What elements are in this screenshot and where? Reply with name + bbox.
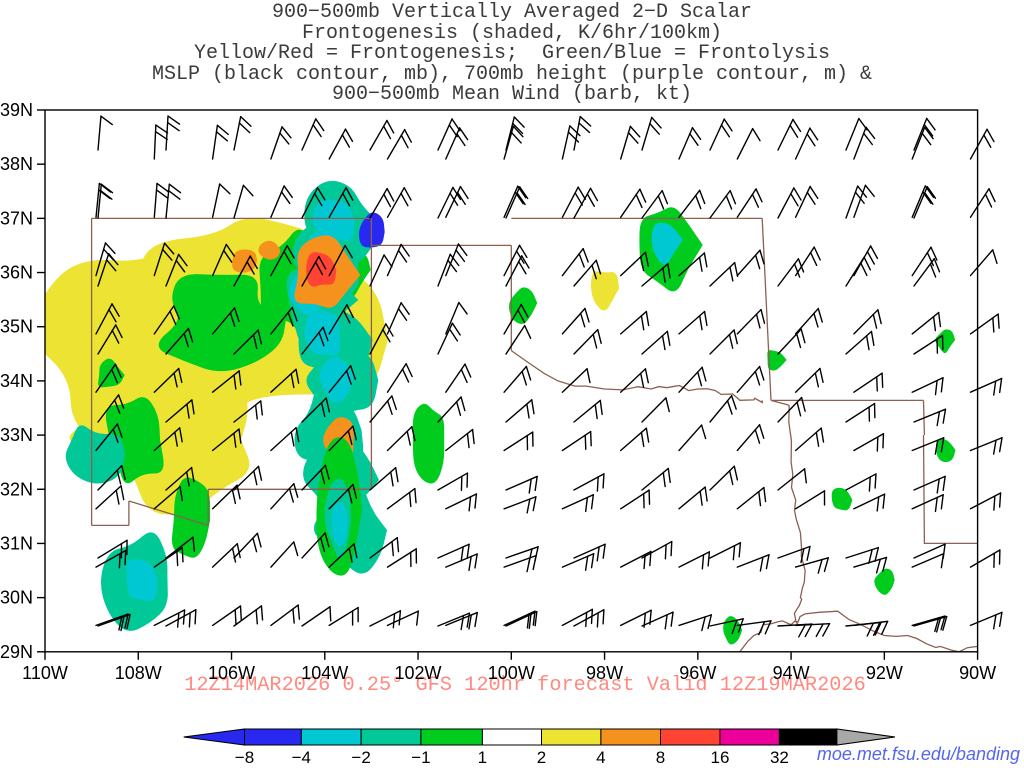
- svg-text:−4: −4: [292, 748, 311, 767]
- svg-text:36N: 36N: [0, 263, 33, 283]
- svg-text:37N: 37N: [0, 208, 33, 228]
- svg-text:32N: 32N: [0, 479, 33, 499]
- svg-text:90W: 90W: [959, 663, 996, 683]
- svg-text:8: 8: [656, 748, 665, 767]
- svg-text:106W: 106W: [208, 663, 255, 683]
- svg-text:98W: 98W: [586, 663, 623, 683]
- svg-text:−8: −8: [235, 748, 254, 767]
- svg-text:108W: 108W: [115, 663, 162, 683]
- svg-text:1: 1: [478, 748, 487, 767]
- svg-text:38N: 38N: [0, 154, 33, 174]
- svg-text:92W: 92W: [866, 663, 903, 683]
- svg-text:33N: 33N: [0, 425, 33, 445]
- svg-text:31N: 31N: [0, 533, 33, 553]
- svg-text:32: 32: [770, 748, 789, 767]
- svg-text:96W: 96W: [679, 663, 716, 683]
- svg-text:35N: 35N: [0, 317, 33, 337]
- svg-text:−1: −1: [411, 748, 430, 767]
- svg-text:102W: 102W: [395, 663, 442, 683]
- svg-text:110W: 110W: [22, 663, 68, 683]
- svg-text:39N: 39N: [0, 100, 33, 120]
- svg-text:16: 16: [711, 748, 730, 767]
- svg-text:4: 4: [596, 748, 605, 767]
- svg-text:100W: 100W: [488, 663, 535, 683]
- svg-text:34N: 34N: [0, 371, 33, 391]
- svg-text:moe.met.fsu.edu/banding: moe.met.fsu.edu/banding: [817, 744, 1020, 764]
- svg-text:29N: 29N: [0, 642, 33, 662]
- svg-text:104W: 104W: [301, 663, 348, 683]
- svg-text:94W: 94W: [773, 663, 810, 683]
- svg-text:30N: 30N: [0, 588, 33, 608]
- svg-text:−2: −2: [351, 748, 370, 767]
- svg-text:2: 2: [537, 748, 546, 767]
